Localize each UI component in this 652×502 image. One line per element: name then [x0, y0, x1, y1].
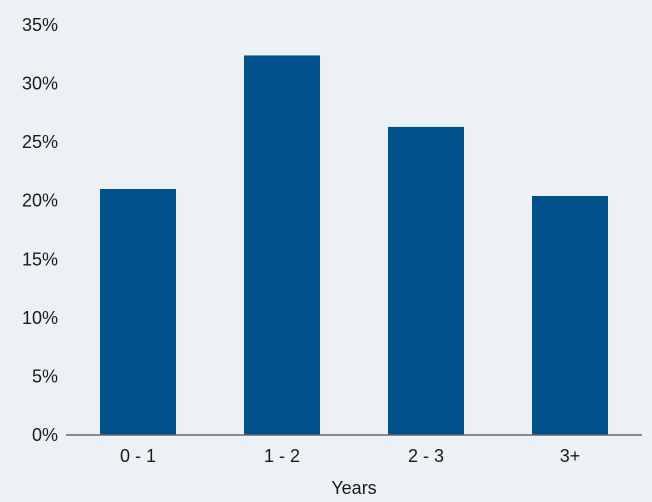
y-tick-label: 25%: [22, 132, 58, 152]
bar: [244, 55, 320, 435]
y-tick-label: 10%: [22, 308, 58, 328]
y-tick-label: 5%: [32, 366, 58, 386]
y-tick-label: 0%: [32, 425, 58, 445]
y-tick-label: 20%: [22, 191, 58, 211]
x-tick-label: 0 - 1: [120, 446, 156, 466]
x-tick-label: 1 - 2: [264, 446, 300, 466]
bar: [100, 189, 176, 435]
x-tick-label: 2 - 3: [408, 446, 444, 466]
bar-group: [100, 55, 608, 436]
bar: [532, 196, 608, 435]
x-tick-label: 3+: [560, 446, 581, 466]
x-axis-tick-labels: 0 - 1 1 - 2 2 - 3 3+: [120, 446, 580, 466]
y-tick-label: 30%: [22, 74, 58, 94]
x-axis-title: Years: [331, 478, 376, 498]
y-axis-tick-labels: 0% 5% 10% 15% 20% 25% 30% 35%: [22, 15, 58, 445]
y-tick-label: 15%: [22, 249, 58, 269]
y-tick-label: 35%: [22, 15, 58, 35]
bar: [388, 126, 464, 436]
